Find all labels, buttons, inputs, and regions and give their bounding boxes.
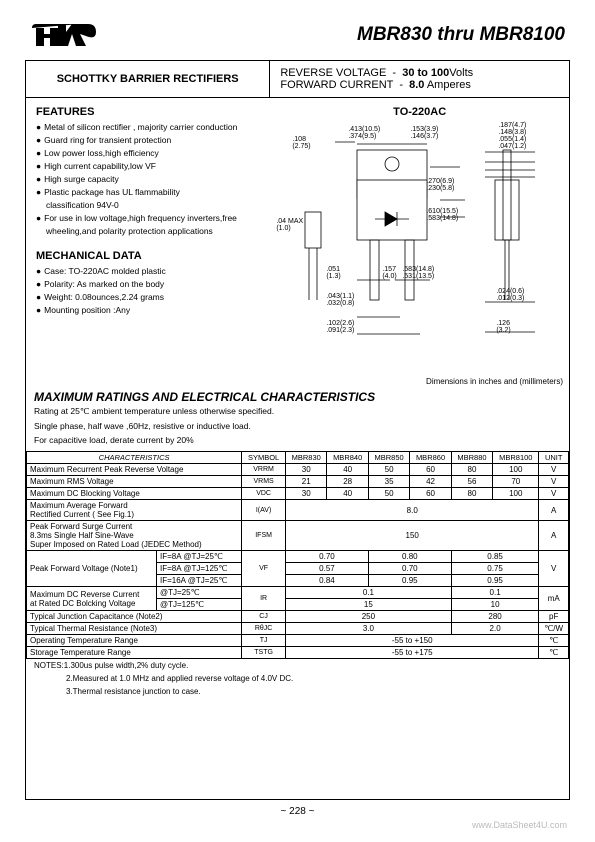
feature-item: For use in low voltage,high frequency in…: [36, 213, 260, 223]
dim: .102(2.6).091(2.3): [326, 320, 354, 334]
feature-item: Guard ring for transient protection: [36, 135, 260, 145]
table-row: Peak Forward Voltage (Note1)IF=8A @TJ=25…: [27, 551, 569, 563]
fc-value: 8.0: [409, 79, 424, 91]
feature-item: Metal of silicon rectifier , majority ca…: [36, 122, 260, 132]
package-svg: [285, 122, 555, 367]
note2: 2.Measured at 1.0 MHz and applied revers…: [26, 672, 569, 685]
ratings-summary: REVERSE VOLTAGE - 30 to 100Volts FORWARD…: [270, 61, 569, 97]
dim: .04 MAX(1.0): [276, 218, 303, 232]
dim-note: Dimensions in inches and (millimeters): [426, 377, 563, 386]
feature-item: High surge capacity: [36, 174, 260, 184]
main-title: MBR830 thru MBR8100: [357, 24, 565, 46]
datasheet-box: SCHOTTKY BARRIER RECTIFIERS REVERSE VOLT…: [25, 60, 570, 800]
feature-item: High current capability,low VF: [36, 161, 260, 171]
mech-item: Weight: 0.08ounces,2.24 grams: [36, 292, 260, 302]
watermark: www.DataSheet4U.com: [472, 820, 567, 830]
rv-value: 30 to 100: [402, 67, 449, 79]
characteristics-table: CHARACTERISTICS SYMBOL MBR830 MBR840 MBR…: [26, 451, 569, 659]
dim: .043(1.1).032(0.8): [326, 293, 354, 307]
feature-cont: classification 94V-0: [46, 200, 260, 210]
note1: NOTES:1.300us pulse width,2% duty cycle.: [26, 659, 569, 672]
mechanical-title: MECHANICAL DATA: [36, 250, 260, 262]
table-row: Maximum Average Forward Rectified Curren…: [27, 500, 569, 521]
table-row: Typical Thermal Resistance (Note3)RθJC3.…: [27, 623, 569, 635]
dim: .610(15.5).583(14.8): [426, 208, 458, 222]
phase-note: Single phase, half wave ,60Hz, resistive…: [26, 419, 569, 433]
table-row: Storage Temperature RangeTSTG-55 to +175…: [27, 647, 569, 659]
mech-item: Case: TO-220AC molded plastic: [36, 266, 260, 276]
feature-item: Plastic package has UL flammability: [36, 187, 260, 197]
feature-item: Low power loss,high efficiency: [36, 148, 260, 158]
dim: .108(2.75): [292, 136, 310, 150]
table-row: Maximum Recurrent Peak Reverse VoltageVR…: [27, 464, 569, 476]
dim: .024(0.6).012(0.3): [496, 288, 524, 302]
table-row: Maximum DC Blocking VoltageVDC3040506080…: [27, 488, 569, 500]
pkg-title: TO-220AC: [274, 106, 565, 118]
dim: .051(1.3): [326, 266, 340, 280]
page-number: ~ 228 ~: [25, 806, 570, 817]
table-row: Maximum RMS VoltageVRMS212835425670V: [27, 476, 569, 488]
product-type: SCHOTTKY BARRIER RECTIFIERS: [26, 61, 270, 97]
dim: .270(6.9).230(5.8): [426, 178, 454, 192]
table-row: Maximum DC Reverse Current at Rated DC B…: [27, 587, 569, 599]
features-mechanical: FEATURES Metal of silicon rectifier , ma…: [26, 98, 270, 388]
rv-label: REVERSE VOLTAGE: [280, 67, 386, 79]
dim: .157(4.0): [382, 266, 396, 280]
mech-item: Mounting position :Any: [36, 305, 260, 315]
table-row: Typical Junction Capacitance (Note2)CJ25…: [27, 611, 569, 623]
derate-note: For capacitive load, derate current by 2…: [26, 433, 569, 447]
feature-cont: wheeling,and polarity protection applica…: [46, 226, 260, 236]
table-header-row: CHARACTERISTICS SYMBOL MBR830 MBR840 MBR…: [27, 452, 569, 464]
package-drawing: TO-220AC: [270, 98, 569, 388]
dim: .187(4.7).148(3.8).055(1.4).047(1.2): [498, 122, 526, 150]
table-row: Peak Forward Surge Current 8.3ms Single …: [27, 521, 569, 551]
dim: .413(10.5).374(9.5): [348, 126, 380, 140]
table-row: Operating Temperature RangeTJ-55 to +150…: [27, 635, 569, 647]
fc-unit: Amperes: [427, 79, 471, 91]
char-header: CHARACTERISTICS: [27, 452, 242, 464]
max-ratings-title: MAXIMUM RATINGS AND ELECTRICAL CHARACTER…: [26, 390, 569, 404]
logo: [30, 22, 100, 50]
features-title: FEATURES: [36, 106, 260, 118]
content-row: FEATURES Metal of silicon rectifier , ma…: [26, 98, 569, 388]
rv-unit: Volts: [449, 67, 473, 79]
note3: 3.Thermal resistance junction to case.: [26, 685, 569, 698]
mech-item: Polarity: As marked on the body: [36, 279, 260, 289]
header-row: SCHOTTKY BARRIER RECTIFIERS REVERSE VOLT…: [26, 61, 569, 98]
dim: .126(3.2): [496, 320, 510, 334]
rating-note: Rating at 25℃ ambient temperature unless…: [26, 404, 569, 419]
dim: .153(3.9).146(3.7): [410, 126, 438, 140]
fc-label: FORWARD CURRENT: [280, 79, 393, 91]
dim: .583(14.8).531(13.5): [402, 266, 434, 280]
